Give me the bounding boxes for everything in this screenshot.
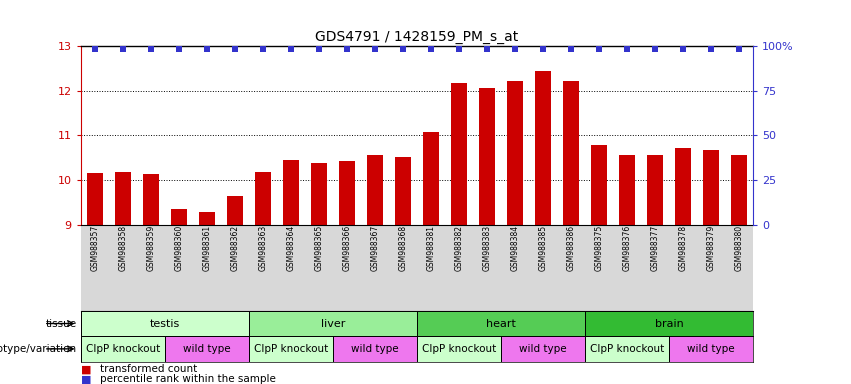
Bar (585, 311, 753, 336)
Bar (395, 157, 411, 225)
Point (340, 46, 354, 52)
Text: brain: brain (654, 318, 683, 329)
Bar (283, 160, 299, 225)
Bar (563, 81, 579, 225)
Point (648, 46, 662, 52)
Bar (648, 156, 663, 225)
Bar (535, 71, 551, 225)
Point (284, 46, 298, 52)
Point (256, 46, 270, 52)
Text: ■: ■ (81, 364, 91, 374)
Text: wild type: wild type (183, 344, 231, 354)
Point (592, 46, 606, 52)
Bar (507, 81, 523, 225)
Text: transformed count: transformed count (100, 364, 197, 374)
Bar (143, 174, 158, 225)
Text: ClpP knockout: ClpP knockout (422, 344, 496, 354)
Bar (171, 209, 186, 225)
Bar (81, 336, 165, 362)
Point (200, 46, 214, 52)
Bar (227, 195, 243, 225)
Text: wild type: wild type (519, 344, 567, 354)
Point (397, 46, 410, 52)
Text: percentile rank within the sample: percentile rank within the sample (100, 374, 276, 384)
Bar (591, 145, 607, 225)
Bar (165, 336, 248, 362)
Point (368, 46, 382, 52)
Point (733, 46, 746, 52)
Point (88, 46, 101, 52)
Bar (199, 212, 214, 225)
Text: ClpP knockout: ClpP knockout (590, 344, 665, 354)
Bar (731, 156, 747, 225)
Bar (585, 336, 669, 362)
Bar (81, 311, 248, 336)
Point (312, 46, 326, 52)
Text: heart: heart (486, 318, 516, 329)
Point (424, 46, 437, 52)
Bar (115, 172, 130, 225)
Point (508, 46, 522, 52)
Title: GDS4791 / 1428159_PM_s_at: GDS4791 / 1428159_PM_s_at (316, 30, 518, 44)
Point (536, 46, 550, 52)
Point (705, 46, 718, 52)
Point (564, 46, 578, 52)
Point (144, 46, 157, 52)
Text: genotype/variation: genotype/variation (0, 344, 77, 354)
Point (228, 46, 242, 52)
Bar (248, 311, 417, 336)
Text: ClpP knockout: ClpP knockout (254, 344, 328, 354)
Text: ■: ■ (81, 374, 91, 384)
Text: tissue: tissue (45, 318, 77, 329)
Bar (340, 161, 355, 225)
Point (480, 46, 494, 52)
Bar (669, 336, 753, 362)
Bar (501, 336, 585, 362)
Point (620, 46, 634, 52)
Point (116, 46, 129, 52)
Bar (255, 172, 271, 225)
Bar (333, 336, 417, 362)
Bar (423, 132, 439, 225)
Point (452, 46, 465, 52)
Point (677, 46, 690, 52)
Bar (311, 163, 327, 225)
Bar (704, 150, 719, 225)
Point (172, 46, 186, 52)
Text: wild type: wild type (351, 344, 399, 354)
Bar (417, 311, 585, 336)
Bar (417, 336, 501, 362)
Bar (368, 156, 383, 225)
Text: ClpP knockout: ClpP knockout (86, 344, 160, 354)
Bar (620, 156, 635, 225)
Text: testis: testis (150, 318, 180, 329)
Bar (248, 336, 333, 362)
Text: wild type: wild type (688, 344, 735, 354)
Bar (451, 83, 466, 225)
Text: liver: liver (321, 318, 346, 329)
Bar (87, 173, 103, 225)
Bar (479, 88, 494, 225)
Bar (676, 148, 691, 225)
